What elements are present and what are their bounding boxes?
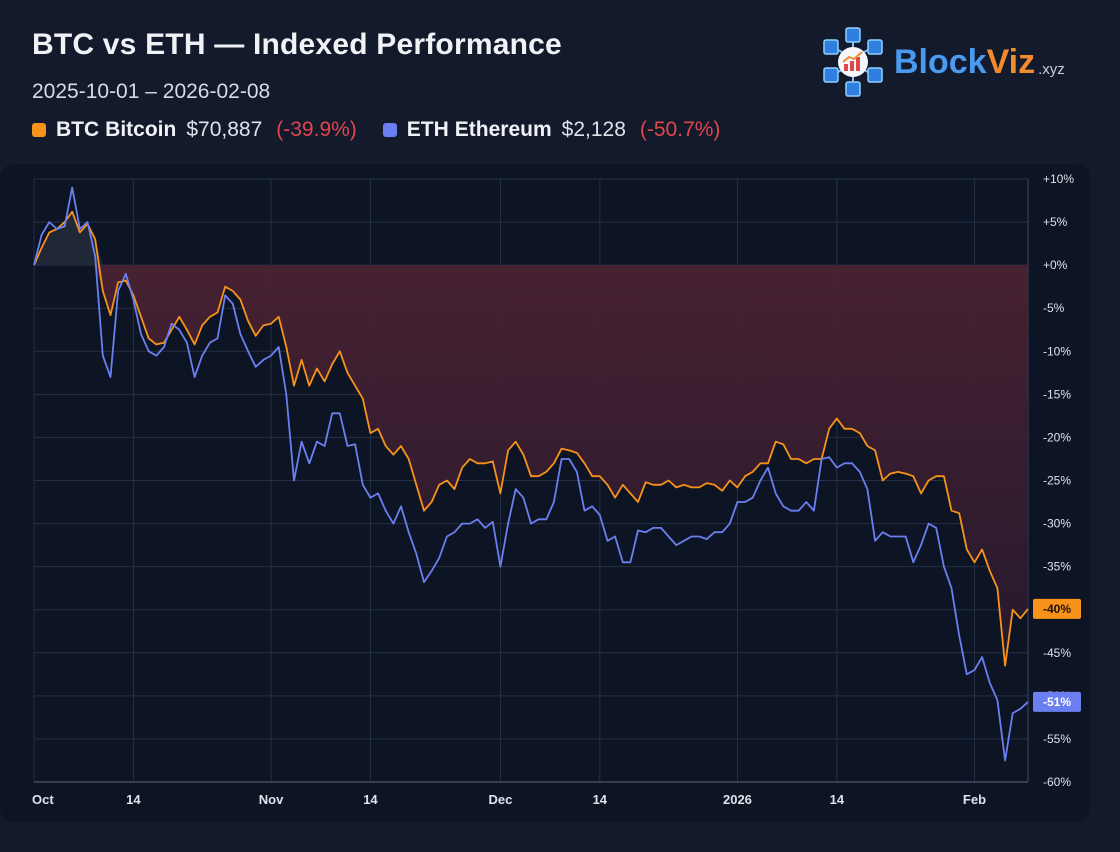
drawdown-area <box>34 265 1028 666</box>
y-tick-label: +0% <box>1043 258 1068 272</box>
legend-name-btc: Bitcoin <box>105 118 177 141</box>
y-axis-ticks: +10% +5% +0% -5% -10% -15% -20% -25% -30% -35% -40… <box>1043 172 1074 789</box>
blockchain-chart-icon <box>823 27 883 97</box>
y-tick-label: -35% <box>1043 560 1071 574</box>
legend-price-btc: $70,887 <box>186 118 263 141</box>
logo-brand-block: Block <box>894 42 987 81</box>
y-tick-label: -55% <box>1043 732 1071 746</box>
x-axis-ticks: Oct 14 Nov 14 Dec 14 2026 14 Feb <box>32 792 986 807</box>
y-tick-label: -15% <box>1043 387 1071 401</box>
legend-swatch-btc <box>32 123 46 137</box>
x-tick-label: Dec <box>488 792 512 807</box>
series-line-btc <box>33 210 1029 667</box>
legend-price-eth: $2,128 <box>561 118 626 141</box>
y-tick-label: +5% <box>1043 215 1068 229</box>
legend-name-eth: Ethereum <box>454 118 552 141</box>
y-tick-label: -60% <box>1043 775 1071 789</box>
y-tick-label: -45% <box>1043 646 1071 660</box>
y-tick-label: +10% <box>1043 172 1074 186</box>
x-tick-label: 14 <box>126 792 141 807</box>
y-tick-label: -20% <box>1043 430 1071 444</box>
chart-panel: +10% +5% +0% -5% -10% -15% -20% -25% -30% -35% -40… <box>0 164 1090 822</box>
legend-change-eth: (-50.7%) <box>639 118 721 141</box>
series-lines <box>33 186 1029 762</box>
x-tick-label: Feb <box>963 792 986 807</box>
end-tag-label-btc: -40% <box>1043 602 1071 616</box>
x-tick-label: 2026 <box>723 792 752 807</box>
logo: BlockViz .xyz <box>820 26 1065 98</box>
logo-brand: BlockViz <box>894 43 1035 82</box>
y-tick-label: -30% <box>1043 517 1071 531</box>
logo-tld: .xyz <box>1038 60 1065 78</box>
series-line-eth <box>33 186 1029 762</box>
legend-change-btc: (-39.9%) <box>276 118 357 141</box>
y-tick-label: -10% <box>1043 344 1071 358</box>
legend-symbol-btc: BTC <box>56 118 100 141</box>
gain-area <box>34 211 1028 266</box>
y-tick-label: -5% <box>1043 301 1065 315</box>
end-tag-btc <box>1033 598 1081 619</box>
logo-brand-viz: Viz <box>986 42 1036 81</box>
line-chart: +10% +5% +0% -5% -10% -15% -20% -25% -30% -35% -40… <box>32 172 1081 807</box>
y-tick-label: -25% <box>1043 474 1071 488</box>
chart-title: BTC vs ETH — Indexed Performance <box>32 28 562 61</box>
legend-symbol-eth: ETH <box>406 118 449 141</box>
x-tick-label: 14 <box>363 792 378 807</box>
end-tag-eth <box>1033 691 1081 712</box>
end-value-tags: -40% -51% <box>1033 598 1081 712</box>
date-range: 2025-10-01 – 2026-02-08 <box>32 80 271 103</box>
x-tick-label: Nov <box>259 792 284 807</box>
end-tag-label-eth: -51% <box>1043 695 1071 709</box>
x-tick-label: 14 <box>593 792 608 807</box>
x-tick-label: Oct <box>32 792 54 807</box>
legend-swatch-eth <box>382 123 397 137</box>
legend: BTC Bitcoin $70,887 (-39.9%) ETH Ethereu… <box>32 118 746 142</box>
x-tick-label: 14 <box>830 792 845 807</box>
